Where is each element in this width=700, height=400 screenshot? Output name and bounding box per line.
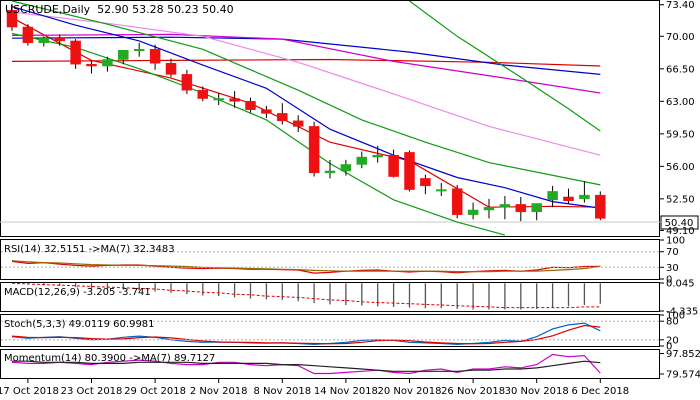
candle-body: [118, 49, 129, 60]
indicator-tick-label: 0: [666, 275, 672, 286]
candle-body: [292, 120, 304, 127]
ma-overlay-line: [11, 0, 601, 186]
ma-overlay-line: [11, 33, 601, 94]
indicator-tick-label: 97.8521: [666, 349, 700, 360]
candle-body: [261, 109, 272, 114]
indicator-tick-label: 0: [666, 342, 672, 353]
stoch-label: Stoch(5,3,3) 49.0119 60.9981: [4, 319, 155, 330]
candle-body: [467, 209, 479, 215]
candle-body: [451, 188, 463, 215]
price-tick-label: 63.00: [666, 97, 695, 108]
price-tick-label: 70.00: [666, 32, 695, 43]
date-tick-label: 29 Oct 2018: [124, 386, 186, 397]
date-tick-label: 30 Nov 2018: [505, 386, 569, 397]
candle-body: [86, 63, 97, 67]
date-tick-label: 14 Nov 2018: [314, 386, 378, 397]
momentum-label: Momentum(14) 80.3900 ->MA(7) 89.7127: [4, 353, 215, 364]
candle-body: [420, 178, 431, 187]
candle-body: [515, 204, 527, 213]
price-tick-label: 59.50: [666, 129, 695, 140]
indicator-tick-label: 20: [666, 335, 679, 346]
candle-body: [70, 40, 81, 65]
candle-body: [181, 74, 193, 91]
macd-signal-line: [11, 282, 601, 309]
indicator-tick-label: 80: [666, 317, 679, 328]
ma-overlay-line: [11, 11, 601, 156]
indicator-tick-label: -4.335: [666, 307, 698, 318]
indicator-tick-label: 70: [666, 247, 679, 258]
rsi-series-line: [11, 260, 601, 273]
indicator-tick-label: 30: [666, 263, 679, 274]
candle-body: [229, 98, 240, 102]
price-tick-label: 73.40: [666, 0, 695, 11]
rsi-label: RSI(14) 32.5151 ->MA(7) 32.3483: [4, 244, 175, 255]
candle-body: [499, 204, 511, 208]
date-tick-label: 8 Nov 2018: [253, 386, 311, 397]
candle-body: [356, 156, 368, 165]
indicator-tick-label: 0.045: [666, 279, 695, 290]
price-tick-label: 66.50: [666, 64, 695, 75]
date-tick-label: 23 Oct 2018: [61, 386, 123, 397]
ohlc-values: 52.90 53.28 50.23 50.40: [97, 3, 233, 16]
candle-body: [197, 89, 209, 99]
indicator-panels: [1, 251, 659, 375]
candle-body: [133, 49, 145, 52]
candle-body: [277, 113, 288, 122]
indicator-tick-label: 79.5746: [666, 369, 700, 380]
date-tick-label: 2 Nov 2018: [190, 386, 248, 397]
price-tick-label: 56.00: [666, 162, 695, 173]
momentum-series-line: [12, 360, 601, 372]
candle-body: [149, 49, 161, 64]
ma-overlay-line: [11, 6, 601, 209]
price-tick-label: 49.10: [666, 226, 695, 237]
candle-body: [404, 152, 415, 190]
candle-body: [245, 101, 256, 110]
ma-overlay-line: [11, 32, 506, 236]
candle-body: [165, 62, 177, 75]
candle-body: [6, 10, 18, 28]
candle-body: [388, 154, 399, 177]
candle-body: [531, 203, 542, 213]
candle-body: [563, 196, 574, 201]
momentum-series-line: [11, 353, 601, 375]
candle-body: [547, 191, 558, 201]
candle-body: [38, 37, 50, 44]
macd-label: MACD(12,26,9) -3.205 -3.741: [4, 287, 151, 298]
date-tick-label: 26 Nov 2018: [441, 386, 505, 397]
candle-body: [102, 59, 113, 67]
date-tick-label: 20 Nov 2018: [377, 386, 441, 397]
candle-body: [22, 26, 34, 44]
symbol-ohlc-header: USCRUDE,Daily 52.90 53.28 50.23 50.40: [5, 3, 234, 16]
date-tick-label: 6 Dec 2018: [572, 386, 630, 397]
symbol-label: USCRUDE,Daily: [5, 3, 91, 16]
candle-body: [54, 37, 65, 42]
candle-body: [436, 189, 447, 192]
ma-overlay-line: [11, 36, 601, 75]
ma-overlay-line: [11, 17, 601, 208]
panel-frames: [0, 0, 660, 379]
indicator-tick-label: 100: [666, 236, 685, 247]
candle-body: [213, 98, 224, 101]
last-price-box: [660, 215, 699, 230]
candle-body: [324, 170, 336, 174]
price-panel: [6, 0, 606, 236]
ma-overlay-line: [409, 0, 601, 132]
candle-body: [308, 126, 320, 174]
stoch-series-line: [11, 324, 601, 345]
candle-body: [595, 194, 606, 219]
candle-body: [372, 154, 383, 158]
date-tick-label: 17 Oct 2018: [0, 386, 59, 397]
indicator-tick-label: 100: [666, 311, 685, 322]
candle-body: [483, 206, 495, 211]
last-price-label: 50.40: [665, 218, 694, 229]
candle-body: [579, 194, 590, 200]
ma-overlay-line: [11, 58, 601, 67]
price-tick-label: 52.50: [666, 194, 695, 205]
candle-body: [340, 164, 352, 172]
